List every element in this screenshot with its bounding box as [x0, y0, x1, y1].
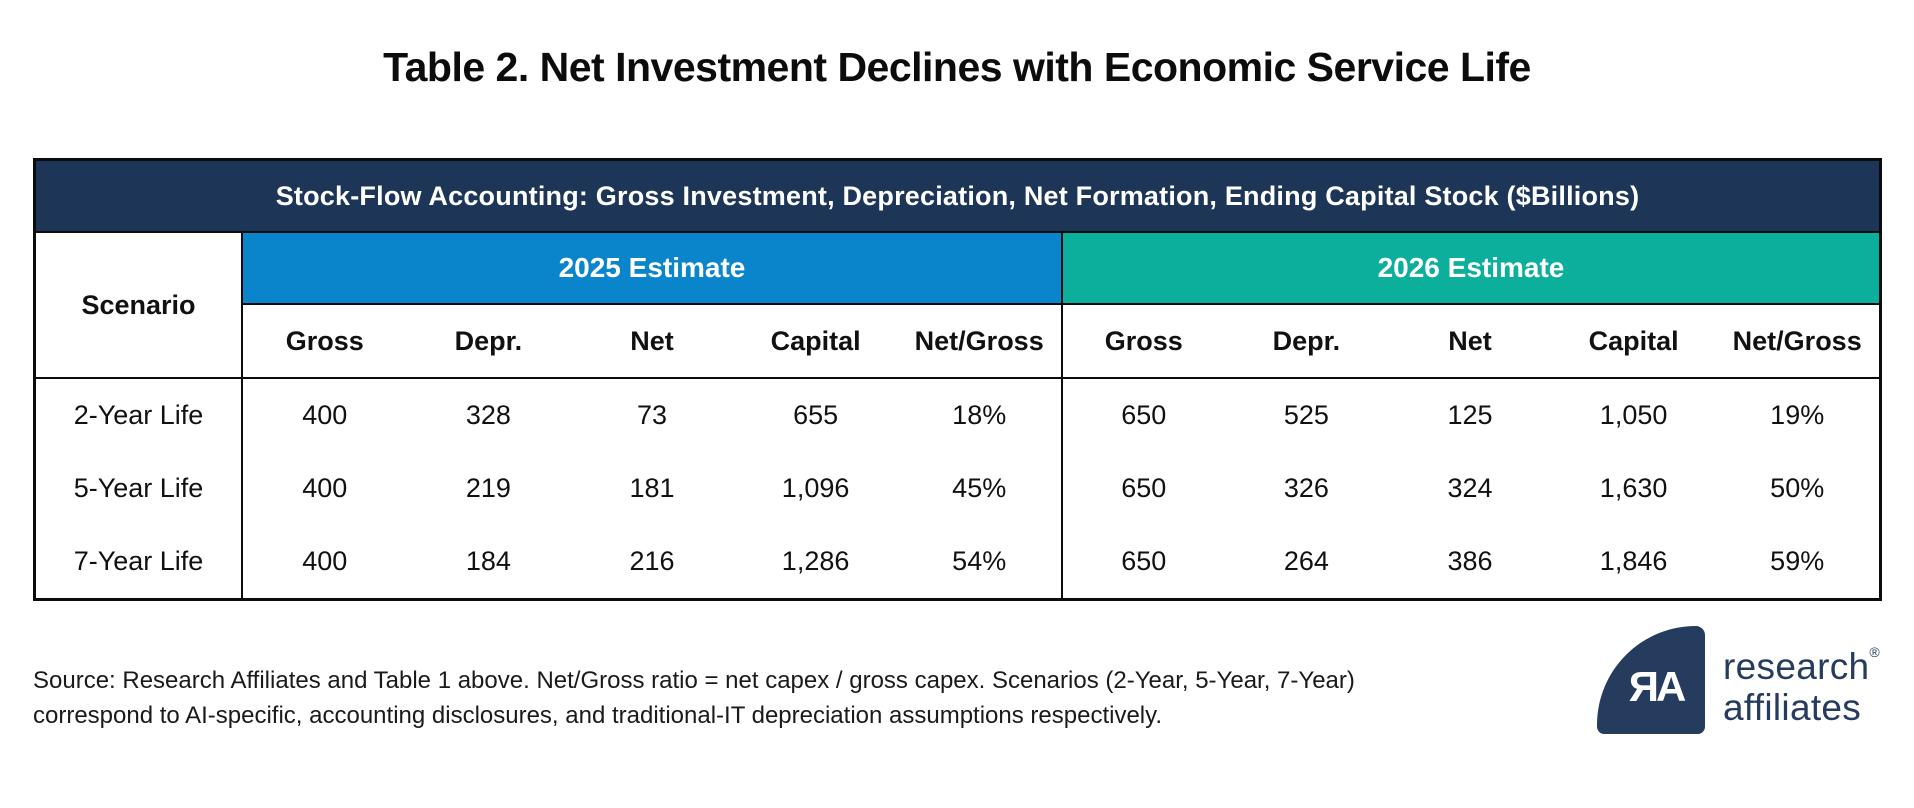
cell-5year-2025-depr: 219 [465, 473, 511, 503]
table-2: Stock-Flow Accounting: Gross Investment,… [33, 158, 1882, 601]
cell-7year-2026-depr: 264 [1283, 546, 1329, 576]
cell-7year-2026-capital: 1,846 [1599, 546, 1668, 576]
col-header-2025-netgross: Net/Gross [897, 305, 1061, 379]
source-note: Source: Research Affiliates and Table 1 … [33, 663, 1355, 733]
source-note-line2: correspond to AI-specific, accounting di… [33, 702, 1163, 729]
wordmark-line2: affiliates [1723, 687, 1862, 728]
cell-5year-2025-netgross: 45% [952, 473, 1007, 503]
scenario-column-header: Scenario [36, 233, 243, 379]
source-note-line1: Source: Research Affiliates and Table 1 … [33, 667, 1355, 694]
col-header-2025-capital: Capital [733, 305, 898, 379]
col-header-2026-depr: Depr. [1224, 305, 1389, 379]
col-header-2026-gross: Gross [1061, 305, 1225, 379]
table-grid: Scenario 2025 Estimate 2026 Estimate Gro… [36, 233, 1879, 598]
cell-5year-2026-depr: 326 [1283, 473, 1329, 503]
cell-2year-2026-capital: 1,050 [1599, 400, 1668, 430]
cell-2year-2026-gross: 650 [1061, 379, 1225, 452]
col-header-2026-capital: Capital [1551, 305, 1716, 379]
cell-2year-2025-depr: 328 [465, 400, 511, 430]
cell-5year-2025-gross: 400 [302, 473, 348, 503]
cell-2year-2025-netgross: 18% [952, 400, 1007, 430]
wordmark-line1: research [1723, 646, 1870, 687]
research-affiliates-logo-icon: ЯA [1597, 626, 1706, 734]
col-header-2025-net: Net [570, 305, 734, 379]
cell-2year-2025-net: 73 [636, 400, 668, 430]
registered-mark: ® [1869, 644, 1880, 660]
cell-2year-2026-netgross: 19% [1770, 400, 1825, 430]
cell-7year-2026-net: 386 [1447, 546, 1493, 576]
research-affiliates-wordmark: research® affiliates [1723, 632, 1880, 728]
cell-2year-2026-depr: 525 [1283, 400, 1329, 430]
cell-7year-2025-capital: 1,286 [781, 546, 850, 576]
cell-7year-2025-depr: 184 [465, 546, 511, 576]
col-header-2026-netgross: Net/Gross [1715, 305, 1879, 379]
cell-2year-2025-gross: 400 [302, 400, 348, 430]
col-header-2025-gross: Gross [243, 305, 407, 379]
cell-5year-2026-net: 324 [1447, 473, 1493, 503]
cell-7year-2025-gross: 400 [302, 546, 348, 576]
col-header-2026-net: Net [1388, 305, 1552, 379]
cell-7year-2026-gross: 650 [1061, 525, 1225, 598]
row-label-7year: 7-Year Life [36, 525, 243, 598]
group-header-2026: 2026 Estimate [1061, 233, 1879, 305]
cell-7year-2025-netgross: 54% [952, 546, 1007, 576]
table-banner: Stock-Flow Accounting: Gross Investment,… [36, 161, 1879, 233]
cell-5year-2025-capital: 1,096 [781, 473, 850, 503]
ra-monogram: ЯA [1628, 663, 1687, 710]
cell-2year-2026-net: 125 [1447, 400, 1493, 430]
research-affiliates-logo: ЯA research® affiliates [1597, 626, 1880, 734]
cell-7year-2026-netgross: 59% [1770, 546, 1825, 576]
col-header-2025-depr: Depr. [406, 305, 571, 379]
cell-5year-2026-netgross: 50% [1770, 473, 1825, 503]
row-label-2year: 2-Year Life [36, 379, 243, 452]
group-header-2025: 2025 Estimate [243, 233, 1061, 305]
cell-5year-2026-gross: 650 [1061, 452, 1225, 525]
cell-7year-2025-net: 216 [629, 546, 675, 576]
row-label-5year: 5-Year Life [36, 452, 243, 525]
page-title: Table 2. Net Investment Declines with Ec… [383, 44, 1531, 90]
cell-5year-2026-capital: 1,630 [1599, 473, 1668, 503]
cell-2year-2025-capital: 655 [793, 400, 839, 430]
cell-5year-2025-net: 181 [629, 473, 675, 503]
